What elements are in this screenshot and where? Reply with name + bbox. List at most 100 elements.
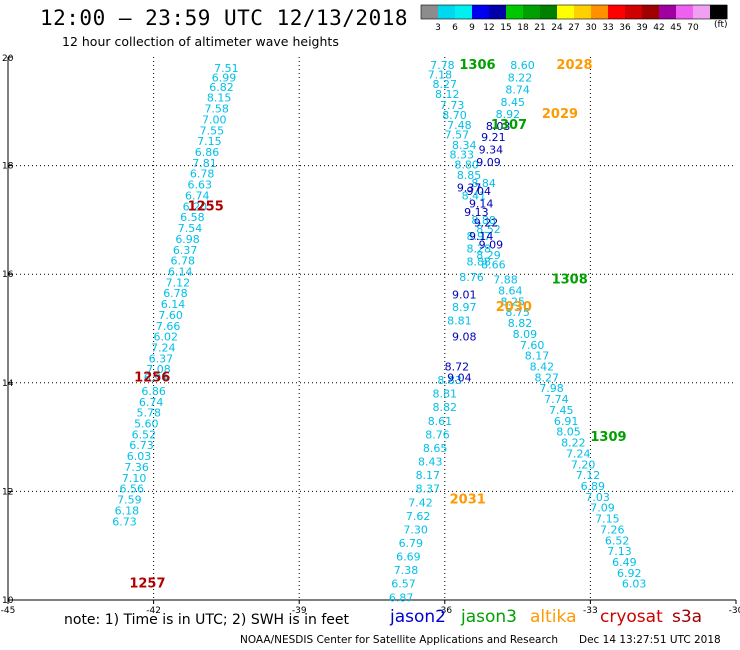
wave-height-label: 6.37 bbox=[173, 244, 198, 257]
scale-swatch bbox=[455, 5, 473, 19]
wave-height-label: 7.45 bbox=[549, 404, 574, 417]
wave-height-label: 5.78 bbox=[136, 407, 161, 420]
scale-swatch bbox=[489, 5, 507, 19]
wave-height-label: 7.26 bbox=[600, 523, 625, 536]
track-number-label: 1257 bbox=[129, 577, 165, 592]
scale-frame bbox=[420, 4, 728, 20]
wave-height-label: 8.92 bbox=[496, 108, 521, 121]
y-tick-label: 20 bbox=[2, 54, 14, 64]
wave-height-label: 8.27 bbox=[433, 78, 458, 91]
y-tick-label: 12 bbox=[2, 487, 13, 497]
wave-height-label: 8.83 bbox=[437, 374, 462, 387]
wave-height-label: 6.89 bbox=[581, 480, 606, 493]
legend-jason2: jason2 bbox=[390, 607, 446, 627]
scale-label: 12 bbox=[483, 23, 494, 33]
wave-height-label: 8.82 bbox=[508, 317, 533, 330]
scale-label: 3 bbox=[435, 23, 441, 33]
wave-height-label: 8.80 bbox=[454, 159, 479, 172]
chart-subtitle: 12 hour collection of altimeter wave hei… bbox=[62, 34, 339, 49]
wave-height-label: 6.63 bbox=[187, 179, 212, 192]
wave-height-label: 8.65 bbox=[423, 442, 448, 455]
wave-height-label: 6.78 bbox=[170, 255, 195, 268]
wave-height-label: 7.74 bbox=[544, 393, 569, 406]
wave-height-label: 6.14 bbox=[161, 298, 186, 311]
track-number-label: 2028 bbox=[556, 58, 592, 73]
x-tick-label: -30 bbox=[729, 606, 740, 616]
wave-height-label: 7.36 bbox=[124, 461, 149, 474]
wave-height-label: 7.24 bbox=[151, 342, 176, 355]
wave-height-label: 6.03 bbox=[127, 450, 152, 463]
wave-height-label: 9.14 bbox=[469, 230, 494, 243]
wave-height-label: 7.48 bbox=[447, 119, 472, 132]
wave-height-label: 8.52 bbox=[476, 223, 501, 236]
wave-height-label: 9.13 bbox=[464, 206, 489, 219]
scale-label: 27 bbox=[568, 23, 579, 33]
wave-height-label: 8.85 bbox=[457, 169, 482, 182]
wave-height-label: 8.43 bbox=[418, 456, 443, 469]
track-number-label: 1306 bbox=[459, 58, 495, 73]
wave-height-label: 8.09 bbox=[513, 328, 538, 341]
y-tick-label: 14 bbox=[2, 379, 14, 389]
wave-height-label: 7.78 bbox=[430, 59, 455, 72]
wave-height-label: 9.01 bbox=[452, 288, 477, 301]
scale-swatch bbox=[608, 5, 626, 19]
wave-height-label: 8.17 bbox=[525, 350, 550, 363]
wave-height-label: 8.82 bbox=[433, 401, 458, 414]
track-number-label: 1256 bbox=[134, 370, 170, 385]
data-points: 7.516.996.828.157.587.007.557.156.867.81… bbox=[112, 59, 646, 604]
wave-height-label: 8.25 bbox=[500, 295, 525, 308]
wave-height-label: 7.00 bbox=[202, 113, 227, 126]
wave-height-label: 6.73 bbox=[112, 515, 137, 528]
wave-height-label: 7.13 bbox=[607, 545, 632, 558]
legend-altika: altika bbox=[530, 607, 577, 627]
scale-label: 15 bbox=[500, 23, 511, 33]
wave-height-label: 7.60 bbox=[520, 339, 545, 352]
track-number-label: 1309 bbox=[590, 430, 626, 445]
y-tick-label: 10 bbox=[2, 596, 14, 606]
scale-swatch bbox=[506, 5, 524, 19]
wave-height-label: 8.97 bbox=[467, 230, 492, 243]
wave-height-label: 9.22 bbox=[474, 217, 499, 230]
scale-label: 24 bbox=[551, 23, 563, 33]
wave-height-label: 6.56 bbox=[120, 483, 145, 496]
wave-height-label: 7.03 bbox=[585, 491, 610, 504]
wave-height-label: 8.60 bbox=[510, 59, 535, 72]
wave-height-label: 7.38 bbox=[394, 564, 419, 577]
wave-height-label: 8.33 bbox=[450, 149, 475, 162]
wave-height-label: 8.66 bbox=[481, 258, 506, 271]
wave-height-label: 7.15 bbox=[197, 135, 222, 148]
wave-height-label: 6.57 bbox=[391, 578, 416, 591]
wave-height-label: 9.09 bbox=[479, 238, 504, 251]
scale-swatch bbox=[574, 5, 592, 19]
wave-height-label: 6.14 bbox=[168, 265, 193, 278]
wave-height-label: 8.75 bbox=[505, 306, 530, 319]
scale-swatch bbox=[642, 5, 660, 19]
wave-height-label: 7.60 bbox=[158, 309, 183, 322]
chart-axes bbox=[7, 56, 737, 604]
wave-height-label: 6.79 bbox=[399, 537, 424, 550]
wave-height-label: 7.51 bbox=[214, 62, 239, 75]
scale-swatch bbox=[625, 5, 643, 19]
track-number-label: 1307 bbox=[491, 118, 527, 133]
wave-height-label: 6.78 bbox=[163, 287, 188, 300]
wave-height-label: 8.76 bbox=[459, 271, 484, 284]
wave-height-label: 6.03 bbox=[622, 578, 647, 591]
footer-credit: NOAA/NESDIS Center for Satellite Applica… bbox=[240, 634, 558, 646]
scale-swatch bbox=[557, 5, 575, 19]
wave-height-label: 7.57 bbox=[445, 129, 470, 142]
wave-height-label: 8.15 bbox=[207, 92, 232, 105]
wave-height-label: 7.66 bbox=[156, 320, 181, 333]
wave-height-label: 7.42 bbox=[408, 496, 433, 509]
wave-height-label: 7.20 bbox=[571, 458, 596, 471]
wave-height-label: 7.62 bbox=[406, 510, 431, 523]
wave-height-label: 8.27 bbox=[534, 371, 559, 384]
legend-s3a: s3a bbox=[672, 607, 703, 627]
track-labels: 1255 1256 1257 1306 1307 1308 1309 2028 2029 2030… bbox=[129, 58, 626, 592]
wave-height-label: 8.97 bbox=[452, 301, 477, 314]
legend-jason3: jason3 bbox=[461, 607, 517, 627]
wave-height-label: 6.78 bbox=[190, 168, 215, 181]
wave-height-label: 6.82 bbox=[209, 81, 234, 94]
scale-swatch bbox=[472, 5, 490, 19]
scale-label: 39 bbox=[636, 23, 648, 33]
